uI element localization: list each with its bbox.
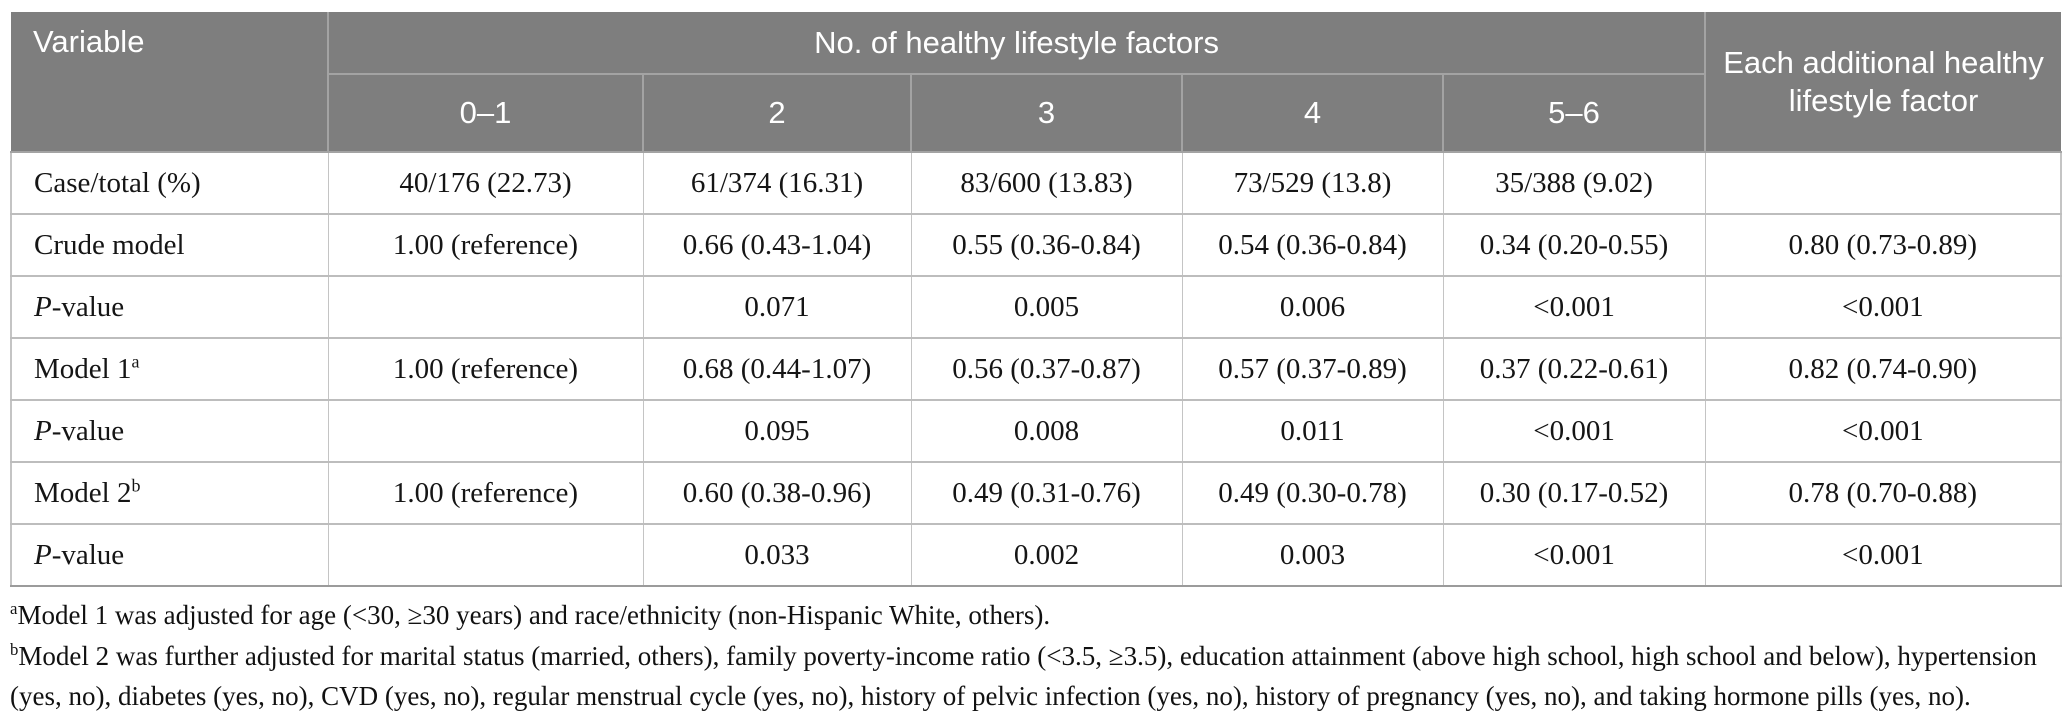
model-1-superscript: a xyxy=(131,350,140,371)
table-cell: 0.66 (0.43-1.04) xyxy=(642,213,912,277)
table-cell: 0.55 (0.36-0.84) xyxy=(910,213,1183,277)
table-cell: 0.34 (0.20-0.55) xyxy=(1442,213,1706,277)
table-cell: <0.001 xyxy=(1704,399,2063,463)
table-row-model-2: Model 2b 1.00 (reference) 0.60 (0.38-0.9… xyxy=(10,461,2063,525)
table-cell: <0.001 xyxy=(1442,399,1706,463)
table-header: Variable No. of healthy lifestyle factor… xyxy=(11,12,2062,153)
header-subcol-2: 2 xyxy=(642,74,912,153)
table-cell: 0.49 (0.30-0.78) xyxy=(1181,461,1444,525)
table-row-pvalue-crude: P-value 0.071 0.005 0.006 <0.001 <0.001 xyxy=(10,275,2063,339)
header-subcol-5-6: 5–6 xyxy=(1441,74,1707,153)
table-cell: <0.001 xyxy=(1704,275,2063,339)
footnote-a-marker: a xyxy=(10,599,18,618)
table-cell: 0.011 xyxy=(1181,399,1444,463)
pvalue-rest: -value xyxy=(51,538,125,571)
table-cell: <0.001 xyxy=(1442,523,1706,587)
table-row-crude-model: Crude model 1.00 (reference) 0.66 (0.43-… xyxy=(10,213,2063,277)
header-subcol-3: 3 xyxy=(910,74,1183,153)
table-cell: 1.00 (reference) xyxy=(327,337,644,401)
row-label-case-total: Case/total (%) xyxy=(10,151,329,215)
model-2-superscript: b xyxy=(131,474,141,495)
table-cell: 0.002 xyxy=(910,523,1183,587)
table-cell: 1.00 (reference) xyxy=(327,461,644,525)
table-cell: <0.001 xyxy=(1442,275,1706,339)
table-row-model-1: Model 1a 1.00 (reference) 0.68 (0.44-1.0… xyxy=(10,337,2063,401)
table-cell: 0.80 (0.73-0.89) xyxy=(1704,213,2063,277)
pvalue-italic-p: P xyxy=(34,414,52,447)
table-cell: 0.095 xyxy=(642,399,912,463)
table-row-pvalue-model-1: P-value 0.095 0.008 0.011 <0.001 <0.001 xyxy=(10,399,2063,463)
table-cell: 61/374 (16.31) xyxy=(642,151,912,215)
table-cell: 83/600 (13.83) xyxy=(910,151,1183,215)
table-cell: 0.30 (0.17-0.52) xyxy=(1442,461,1706,525)
table-cell: 0.60 (0.38-0.96) xyxy=(642,461,912,525)
table-cell: 0.68 (0.44-1.07) xyxy=(642,337,912,401)
table-cell: 0.78 (0.70-0.88) xyxy=(1704,461,2063,525)
table-cell xyxy=(1704,151,2063,215)
footnote-b-marker: b xyxy=(10,639,19,659)
table-cell: 0.37 (0.22-0.61) xyxy=(1442,337,1706,401)
footnote-model-1: aModel 1 was adjusted for age (<30, ≥30 … xyxy=(10,599,1051,630)
footnote-model-2: bModel 2 was further adjusted for marita… xyxy=(10,639,2037,712)
pvalue-italic-p: P xyxy=(34,290,52,323)
table-cell xyxy=(327,275,644,339)
row-label-model-2: Model 2b xyxy=(10,461,329,525)
header-variable: Variable xyxy=(11,12,329,153)
table-cell: 40/176 (22.73) xyxy=(327,151,644,215)
table-row-case-total: Case/total (%) 40/176 (22.73) 61/374 (16… xyxy=(10,151,2063,215)
table-body: Case/total (%) 40/176 (22.73) 61/374 (16… xyxy=(10,151,2063,587)
table-cell: 35/388 (9.02) xyxy=(1442,151,1706,215)
table-cell: 0.56 (0.37-0.87) xyxy=(910,337,1183,401)
table-cell: 0.008 xyxy=(910,399,1183,463)
pvalue-italic-p: P xyxy=(34,538,52,571)
row-label-crude-model: Crude model xyxy=(10,213,329,277)
header-subcol-4: 4 xyxy=(1181,74,1444,153)
header-each-additional: Each additional healthy lifestyle factor xyxy=(1704,12,2062,153)
table-cell: 1.00 (reference) xyxy=(327,213,644,277)
pvalue-rest: -value xyxy=(51,290,125,323)
table-cell xyxy=(327,399,644,463)
table-cell: 0.033 xyxy=(642,523,912,587)
header-group-label: No. of healthy lifestyle factors xyxy=(326,12,1707,75)
table-cell: 0.54 (0.36-0.84) xyxy=(1181,213,1444,277)
row-label-pvalue: P-value xyxy=(10,399,329,463)
table-row-pvalue-model-2: P-value 0.033 0.002 0.003 <0.001 <0.001 xyxy=(10,523,2063,587)
lifestyle-factors-table: Variable No. of healthy lifestyle factor… xyxy=(10,12,2063,587)
row-label-pvalue: P-value xyxy=(10,523,329,587)
header-subcol-0-1: 0–1 xyxy=(327,74,644,153)
table-cell: 73/529 (13.8) xyxy=(1181,151,1444,215)
table-cell: <0.001 xyxy=(1704,523,2063,587)
table-cell: 0.003 xyxy=(1181,523,1444,587)
table-cell: 0.49 (0.31-0.76) xyxy=(910,461,1183,525)
table-cell: 0.82 (0.74-0.90) xyxy=(1704,337,2063,401)
pvalue-rest: -value xyxy=(51,414,125,447)
row-label-model-1: Model 1a xyxy=(10,337,329,401)
table-cell: 0.006 xyxy=(1181,275,1444,339)
table-cell: 0.57 (0.37-0.89) xyxy=(1181,337,1444,401)
table-cell: 0.071 xyxy=(642,275,912,339)
table-cell xyxy=(327,523,644,587)
row-label-pvalue: P-value xyxy=(10,275,329,339)
footnotes: aModel 1 was adjusted for age (<30, ≥30 … xyxy=(10,595,2058,713)
table-cell: 0.005 xyxy=(910,275,1183,339)
